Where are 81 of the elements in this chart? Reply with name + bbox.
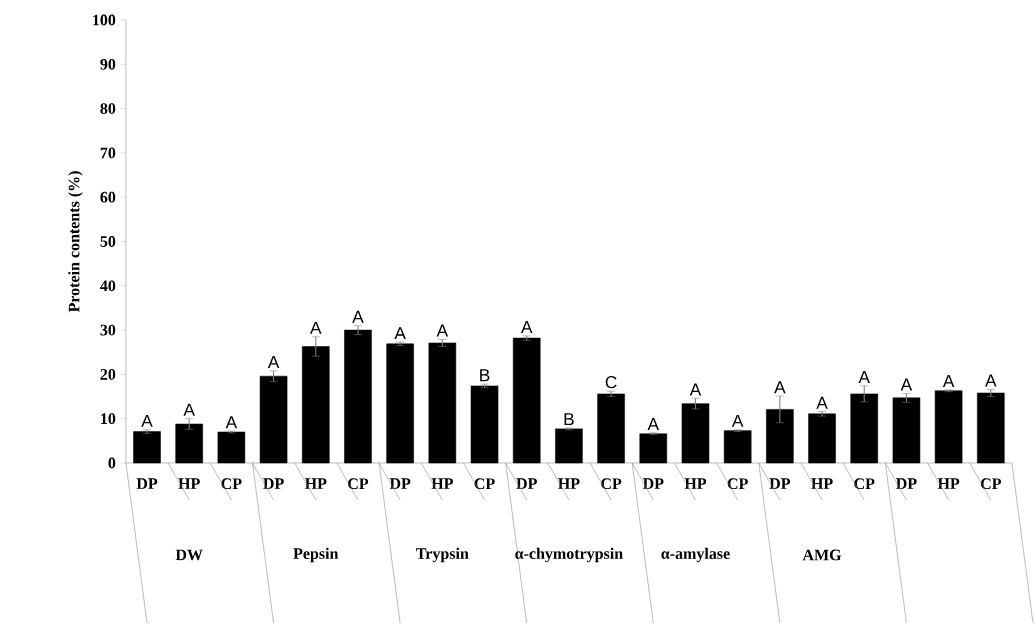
bar — [850, 393, 878, 464]
y-tick-label: 40 — [100, 280, 116, 292]
bar — [386, 343, 414, 464]
data-label: A — [985, 374, 997, 387]
data-label: A — [858, 371, 870, 383]
y-tick-label: 0 — [108, 457, 116, 469]
y-tick-label: 70 — [100, 147, 116, 159]
text: DW — [175, 549, 203, 561]
data-label: B — [480, 369, 490, 382]
x-tick-label: HP — [937, 478, 960, 489]
x-tick-label: CP — [980, 478, 1002, 490]
x-tick-label: DP — [769, 478, 791, 489]
x-tick-label: HP — [304, 478, 327, 489]
data-label: A — [774, 381, 786, 394]
x-tick-label: HP — [178, 478, 200, 489]
bar — [470, 385, 499, 464]
bar — [301, 346, 330, 464]
x-tick-label: HP — [811, 478, 833, 489]
y-tick-label: 80 — [100, 103, 116, 114]
bar — [217, 431, 246, 464]
y-axis-title: Protein contents (%) — [68, 171, 83, 313]
bar — [555, 428, 583, 464]
x-tick-label: DP — [389, 478, 411, 489]
text: Trypsin — [416, 547, 469, 563]
data-label: A — [942, 375, 955, 387]
y-tick-label: 90 — [100, 58, 116, 70]
x-tick-label: DP — [263, 478, 284, 489]
y-tick-label: 20 — [100, 368, 116, 380]
data-label: A — [394, 327, 406, 340]
data-label: A — [310, 321, 322, 334]
bar — [344, 329, 372, 464]
x-tick-label: DP — [642, 478, 664, 489]
bar — [766, 409, 794, 464]
y-tick-label: 60 — [100, 191, 116, 203]
data-label: A — [900, 378, 913, 391]
y-tick-label: 50 — [100, 236, 116, 247]
data-label: A — [141, 414, 153, 427]
y-tick-label: 10 — [101, 413, 116, 425]
x-tick-label: CP — [474, 478, 495, 490]
text: α-chymotrypsin — [515, 547, 623, 563]
bar — [133, 431, 161, 464]
y-tick-label: 30 — [100, 324, 116, 336]
x-tick-label: CP — [854, 478, 875, 490]
x-tick-label: HP — [431, 478, 453, 489]
bar — [892, 397, 921, 464]
data-label: B — [564, 413, 574, 426]
bar — [808, 413, 836, 464]
text: AMG — [802, 549, 842, 561]
text: α-amylase — [661, 547, 730, 563]
x-tick-label: HP — [558, 478, 580, 489]
bar — [175, 423, 203, 464]
data-label: A — [816, 396, 828, 409]
y-tick-label: 100 — [93, 14, 116, 26]
data-label: A — [731, 414, 744, 427]
data-label: C — [605, 376, 617, 389]
data-label: A — [647, 418, 660, 430]
data-label: A — [689, 383, 702, 396]
bar — [597, 393, 625, 464]
bar — [428, 342, 457, 464]
bar — [512, 337, 541, 464]
data-label: A — [183, 403, 195, 416]
x-tick-label: DP — [516, 478, 537, 489]
text: Pepsin — [293, 547, 339, 563]
x-tick-label: CP — [601, 478, 622, 490]
x-tick-label: DP — [136, 478, 158, 489]
x-tick-label: CP — [348, 478, 369, 490]
data-label: A — [436, 324, 449, 337]
x-tick-label: DP — [896, 478, 917, 489]
x-tick-label: HP — [684, 478, 707, 489]
bar — [639, 433, 668, 464]
bar — [259, 375, 288, 464]
x-tick-label: CP — [221, 478, 242, 490]
data-label: A — [352, 310, 364, 323]
data-label: A — [267, 356, 280, 368]
x-tick-label: CP — [727, 478, 748, 490]
bar — [977, 392, 1005, 464]
bar — [934, 390, 963, 464]
bar — [681, 403, 710, 464]
bar — [723, 430, 752, 464]
data-label: A — [520, 321, 533, 333]
data-label: A — [225, 416, 238, 429]
